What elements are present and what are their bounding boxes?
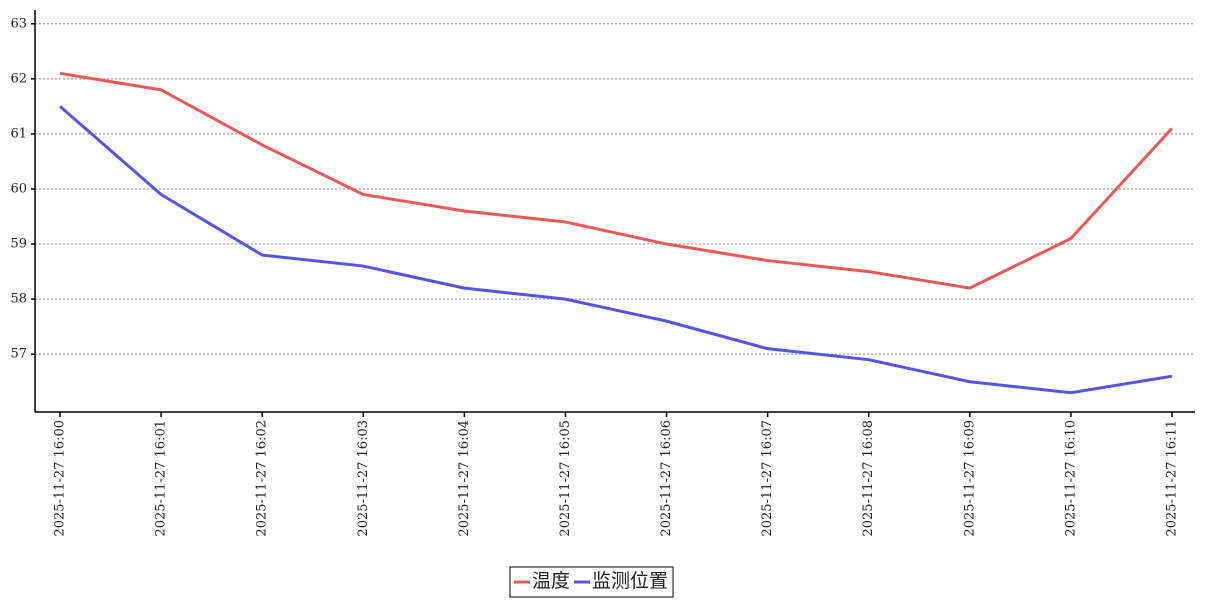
y-tick-label: 57 <box>10 347 27 362</box>
legend-label: 温度 <box>532 570 570 592</box>
x-tick-label: 2025-11-27 16:01 <box>154 420 169 537</box>
x-tick-label: 2025-11-27 16:11 <box>1165 420 1180 537</box>
y-tick-label: 63 <box>10 16 27 31</box>
y-tick-label: 62 <box>10 71 27 86</box>
series-line <box>59 71 1174 290</box>
series-line <box>59 105 1173 395</box>
x-tick-label: 2025-11-27 16:02 <box>255 420 270 537</box>
legend-label: 监测位置 <box>592 570 668 592</box>
x-tick-label: 2025-11-27 16:07 <box>760 420 775 537</box>
x-tick-label: 2025-11-27 16:10 <box>1063 420 1078 537</box>
x-tick-label: 2025-11-27 16:05 <box>558 420 573 537</box>
x-tick-label: 2025-11-27 16:06 <box>659 420 674 537</box>
legend-box <box>509 566 674 598</box>
legend: 温度 监测位置 <box>509 566 674 598</box>
x-tick-label: 2025-11-27 16:09 <box>962 420 977 537</box>
x-tick-label: 2025-11-27 16:03 <box>356 420 371 537</box>
x-tick-label: 2025-11-27 16:08 <box>861 420 876 537</box>
y-tick-label: 59 <box>10 237 27 252</box>
y-tick-label: 58 <box>10 292 27 307</box>
x-tick-label: 2025-11-27 16:04 <box>457 420 472 537</box>
y-tick-label: 60 <box>10 181 27 196</box>
x-tick-label: 2025-11-27 16:00 <box>53 420 68 537</box>
y-tick-label: 61 <box>10 126 27 141</box>
